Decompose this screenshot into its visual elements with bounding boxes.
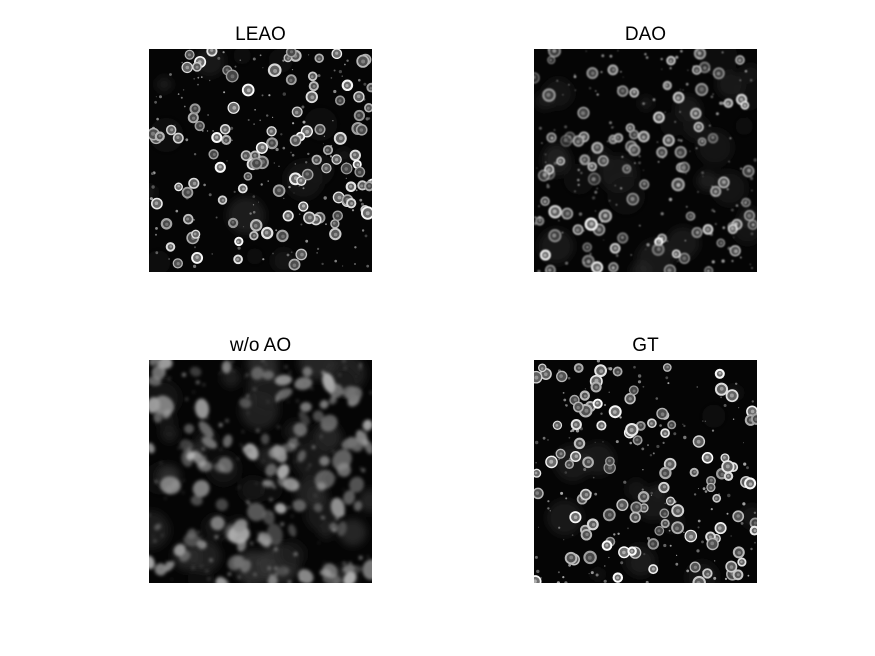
microscopy-image-without-ao (149, 360, 372, 583)
panel-dao: DAO (534, 21, 757, 272)
panel-without-ao: w/o AO (149, 332, 372, 583)
microscopy-image (149, 49, 372, 272)
panel-gt: GT (534, 332, 757, 583)
microscopy-image (534, 360, 757, 583)
microscopy-image (534, 49, 757, 272)
panel-title: w/o AO (229, 335, 292, 356)
panel-title: GT (632, 335, 659, 356)
panel-title: LEAO (235, 24, 286, 45)
microscopy-image (149, 360, 372, 583)
panel-leao: LEAO (149, 21, 372, 272)
panel-title: DAO (624, 24, 667, 45)
microscopy-image-leao (149, 49, 372, 272)
microscopy-image-dao (534, 49, 757, 272)
microscopy-image-gt (534, 360, 757, 583)
